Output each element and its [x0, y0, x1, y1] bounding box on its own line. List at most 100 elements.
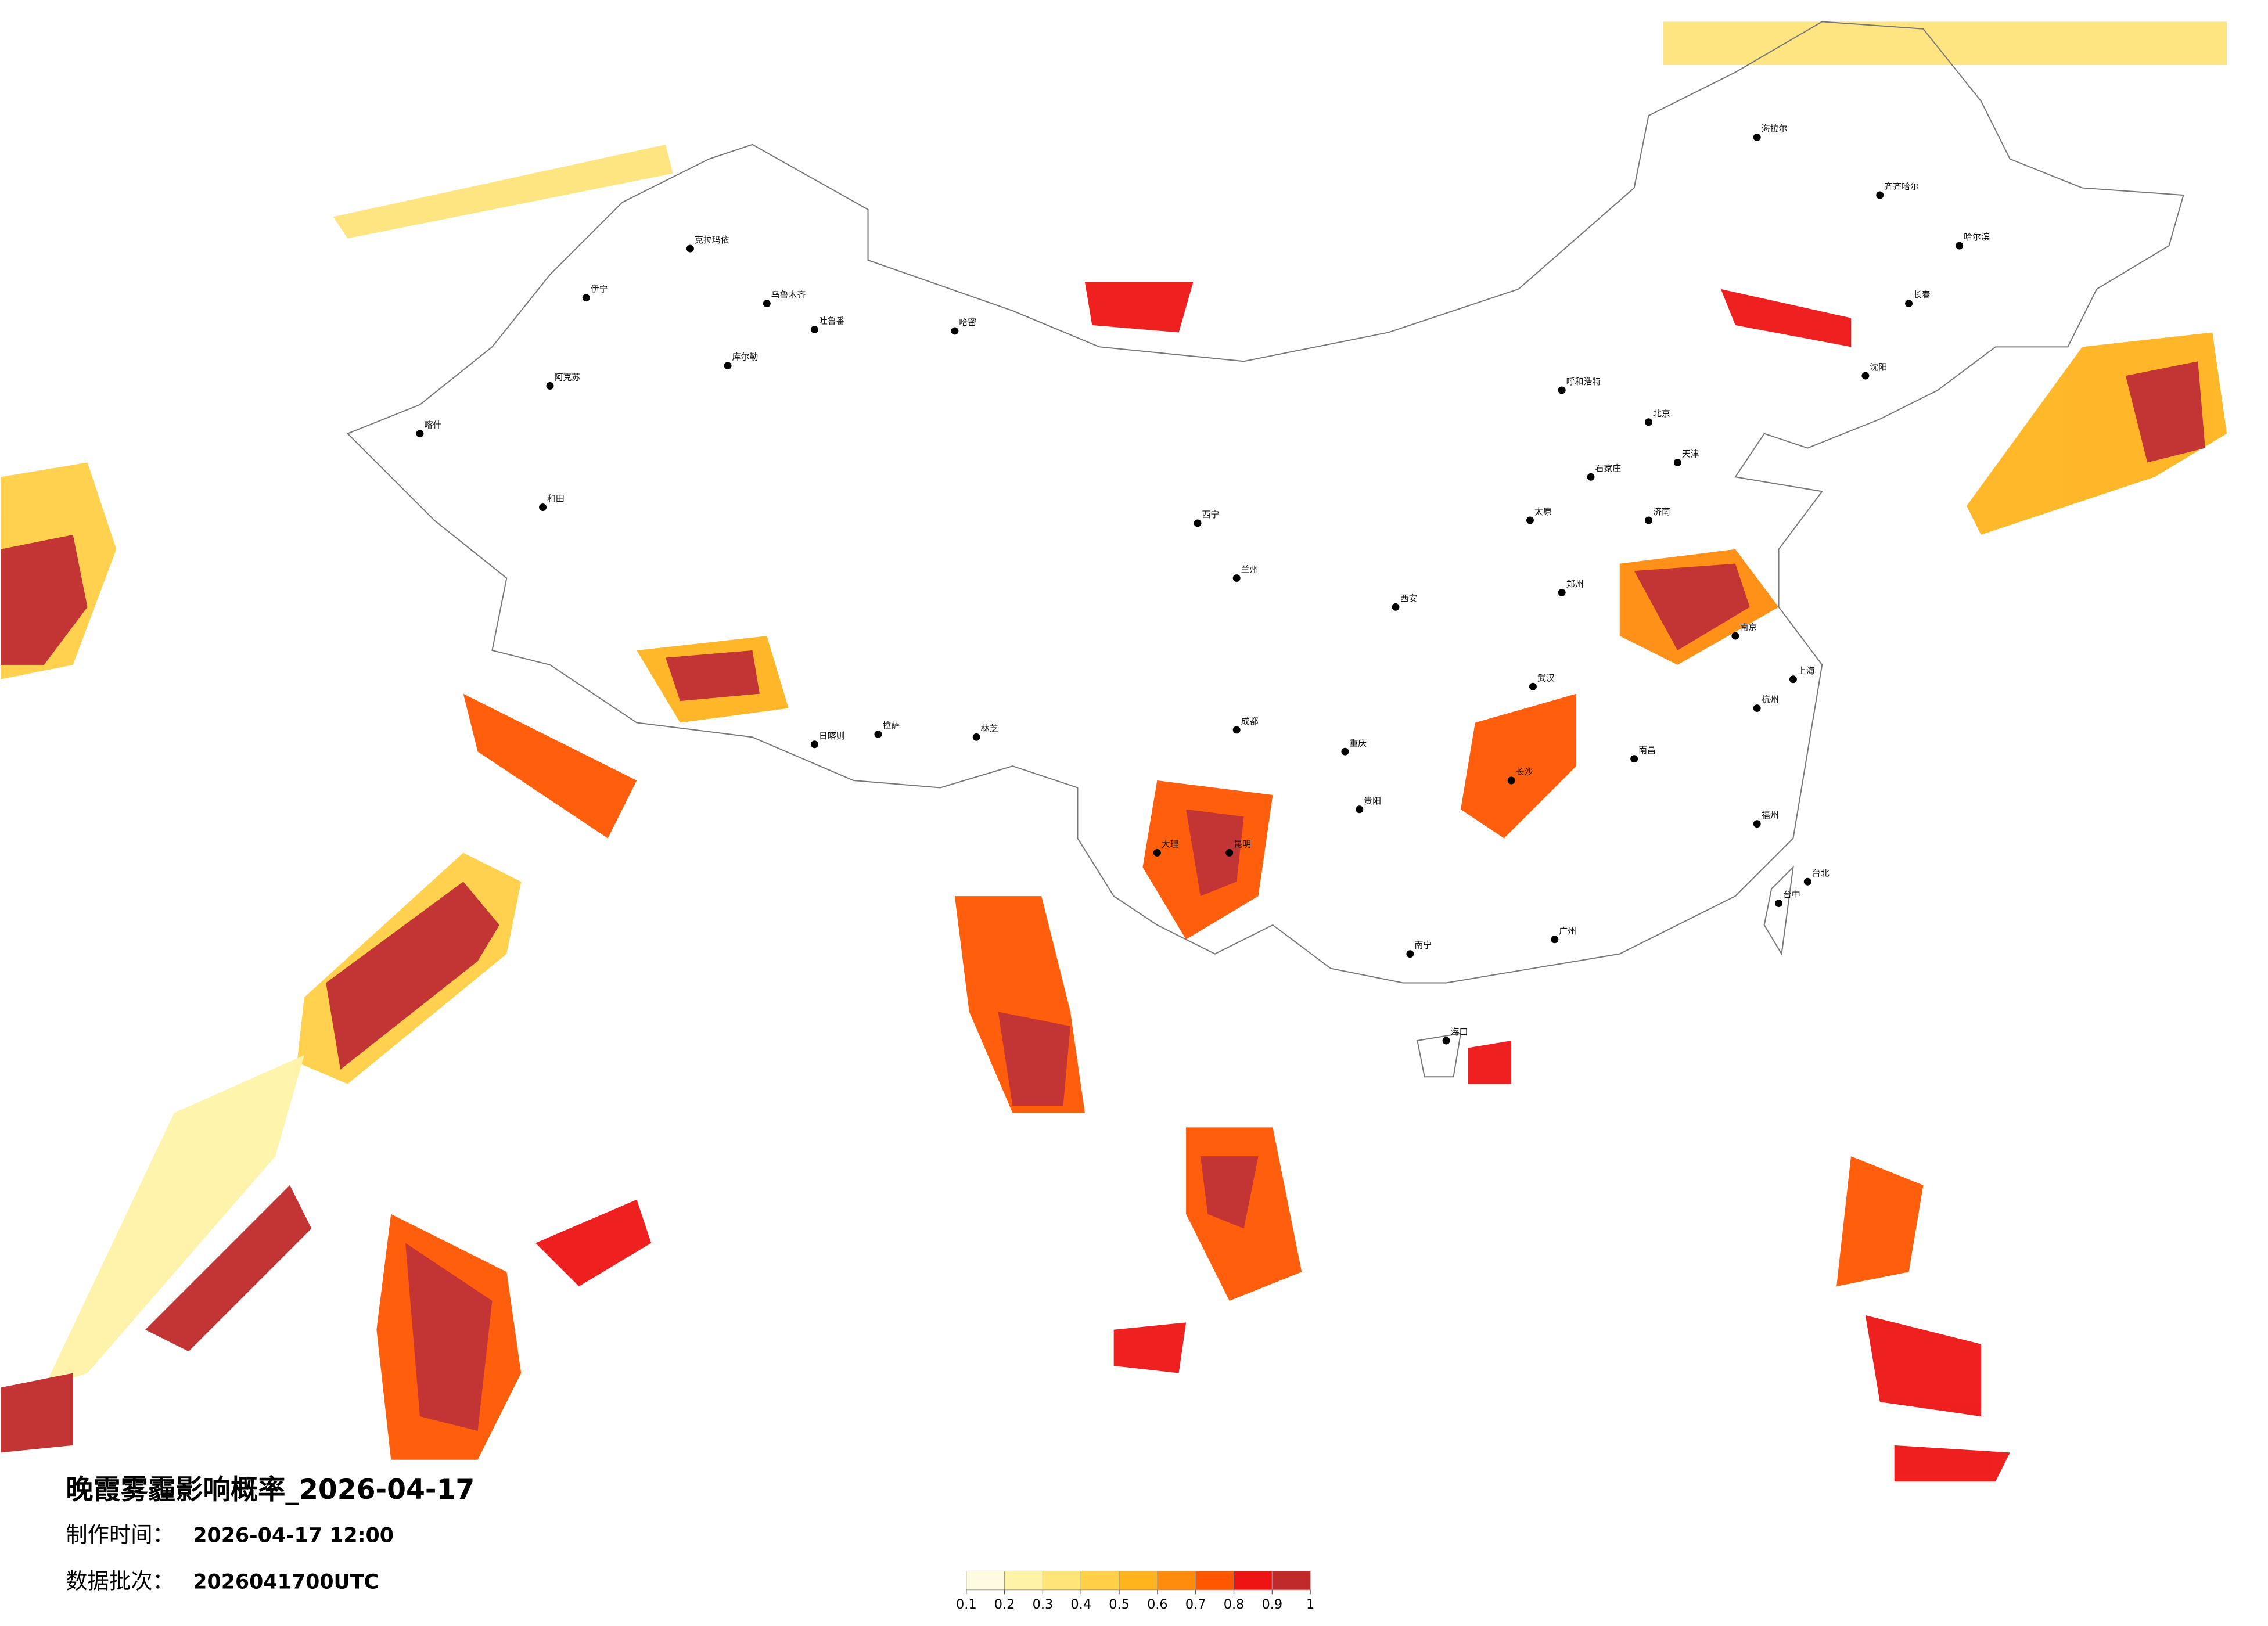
- city-dot: [582, 294, 590, 302]
- map-title: 晚霞雾霾影响概率_2026-04-17: [66, 1474, 475, 1506]
- info-label: 数据批次：: [66, 1568, 174, 1593]
- colorbar-box: [1157, 1570, 1196, 1591]
- colorbar-box: [1271, 1570, 1311, 1591]
- city-label: 武汉: [1537, 672, 1555, 683]
- city-label: 重庆: [1349, 738, 1367, 748]
- city-dot: [724, 362, 732, 370]
- colorbar-box: [1234, 1570, 1273, 1591]
- country-outline: [346, 21, 2184, 984]
- haze-areas: [1, 21, 2227, 1482]
- city-label: 西安: [1400, 593, 1417, 603]
- colorbar-label: 1: [1306, 1597, 1314, 1612]
- city-dot: [1232, 574, 1241, 582]
- city-label: 哈密: [959, 317, 976, 328]
- city-dot: [1232, 726, 1241, 734]
- city-label: 上海: [1798, 665, 1815, 676]
- city-dot: [1789, 675, 1797, 684]
- colorbar-label: 0.1: [956, 1597, 977, 1612]
- city-label: 南宁: [1414, 940, 1432, 951]
- colorbar-box: [1119, 1570, 1158, 1591]
- city-label: 郑州: [1566, 578, 1584, 589]
- colorbar-label: 0.7: [1185, 1597, 1206, 1612]
- city-label: 喀什: [424, 420, 441, 430]
- city-dot: [810, 740, 818, 749]
- city-dot: [416, 430, 424, 438]
- city-dot: [1356, 805, 1364, 814]
- hainan: [1417, 1033, 1462, 1078]
- city-dot: [686, 244, 694, 253]
- info-value: 2026-04-17 12:00: [193, 1524, 394, 1548]
- city-label: 吐鲁番: [819, 316, 845, 326]
- city-label: 长沙: [1516, 767, 1533, 777]
- city-dot: [1645, 418, 1653, 426]
- city-dot: [1507, 776, 1515, 785]
- city-label: 杭州: [1762, 695, 1779, 705]
- city-dot: [1775, 900, 1783, 908]
- city-label: 北京: [1653, 408, 1670, 419]
- city-dot: [1406, 950, 1414, 958]
- city-dot: [763, 300, 771, 308]
- colorbar-box: [1004, 1570, 1043, 1591]
- city-label: 兰州: [1241, 564, 1259, 575]
- city-dot: [810, 325, 818, 333]
- city-dot: [1153, 848, 1161, 857]
- city-label: 林芝: [981, 723, 998, 733]
- colorbar-label: 0.5: [1109, 1597, 1130, 1612]
- city-label: 长春: [1913, 290, 1931, 300]
- city-label: 太原: [1534, 506, 1552, 517]
- colorbar-box: [1042, 1570, 1081, 1591]
- city-dot: [1526, 516, 1534, 524]
- city-dot: [1753, 133, 1761, 141]
- city-label: 昆明: [1234, 839, 1251, 849]
- city-dot: [1558, 386, 1566, 394]
- city-dot: [1630, 755, 1638, 763]
- city-dot: [1225, 848, 1234, 857]
- city-dot: [972, 733, 980, 741]
- city-dot: [1753, 704, 1761, 713]
- city-dot: [1392, 603, 1400, 611]
- city-label: 伊宁: [591, 284, 608, 294]
- city-dot: [1645, 516, 1653, 524]
- city-dot: [539, 503, 547, 512]
- city-label: 大理: [1162, 839, 1179, 849]
- city-label: 南京: [1739, 622, 1757, 632]
- city-dot: [1529, 682, 1537, 690]
- city-label: 广州: [1559, 926, 1576, 936]
- city-dot: [1341, 747, 1349, 756]
- city-label: 成都: [1241, 716, 1259, 726]
- city-dot: [1861, 372, 1870, 380]
- colorbar: 0.1 0.2 0.3 0.4 0.5 0.6 0.7 0.8 0.9 1: [956, 1570, 1314, 1612]
- colorbar-label: 0.8: [1224, 1597, 1245, 1612]
- colorbar-box: [966, 1570, 1005, 1591]
- city-dot: [1876, 191, 1884, 199]
- city-label: 台北: [1812, 868, 1830, 878]
- city-label: 济南: [1653, 506, 1670, 517]
- city-dot: [1753, 820, 1761, 828]
- city-label: 海拉尔: [1762, 123, 1788, 134]
- city-dot: [1551, 936, 1559, 944]
- city-label: 和田: [547, 494, 565, 504]
- city-label: 石家庄: [1595, 463, 1621, 473]
- city-label: 海口: [1451, 1027, 1468, 1037]
- taiwan: [1763, 865, 1794, 956]
- info-value: 2026041700UTC: [193, 1570, 379, 1593]
- city-dot: [1731, 632, 1739, 640]
- colorbar-box: [1080, 1570, 1120, 1591]
- colorbar-label: 0.9: [1262, 1597, 1283, 1612]
- city-label: 齐齐哈尔: [1884, 181, 1919, 192]
- city-label: 阿克苏: [554, 372, 580, 383]
- city-label: 天津: [1682, 448, 1699, 459]
- city-dot: [1194, 519, 1202, 527]
- colorbar-box: [1195, 1570, 1235, 1591]
- city-label: 日喀则: [819, 731, 845, 741]
- colorbar-label: 0.4: [1070, 1597, 1091, 1612]
- colorbar-label: 0.2: [994, 1597, 1015, 1612]
- city-label: 贵阳: [1364, 796, 1381, 806]
- city-label: 呼和浩特: [1566, 376, 1601, 387]
- city-dot: [951, 327, 959, 335]
- city-label: 拉萨: [882, 720, 900, 731]
- city-label: 库尔勒: [732, 352, 759, 362]
- city-dot: [546, 382, 554, 390]
